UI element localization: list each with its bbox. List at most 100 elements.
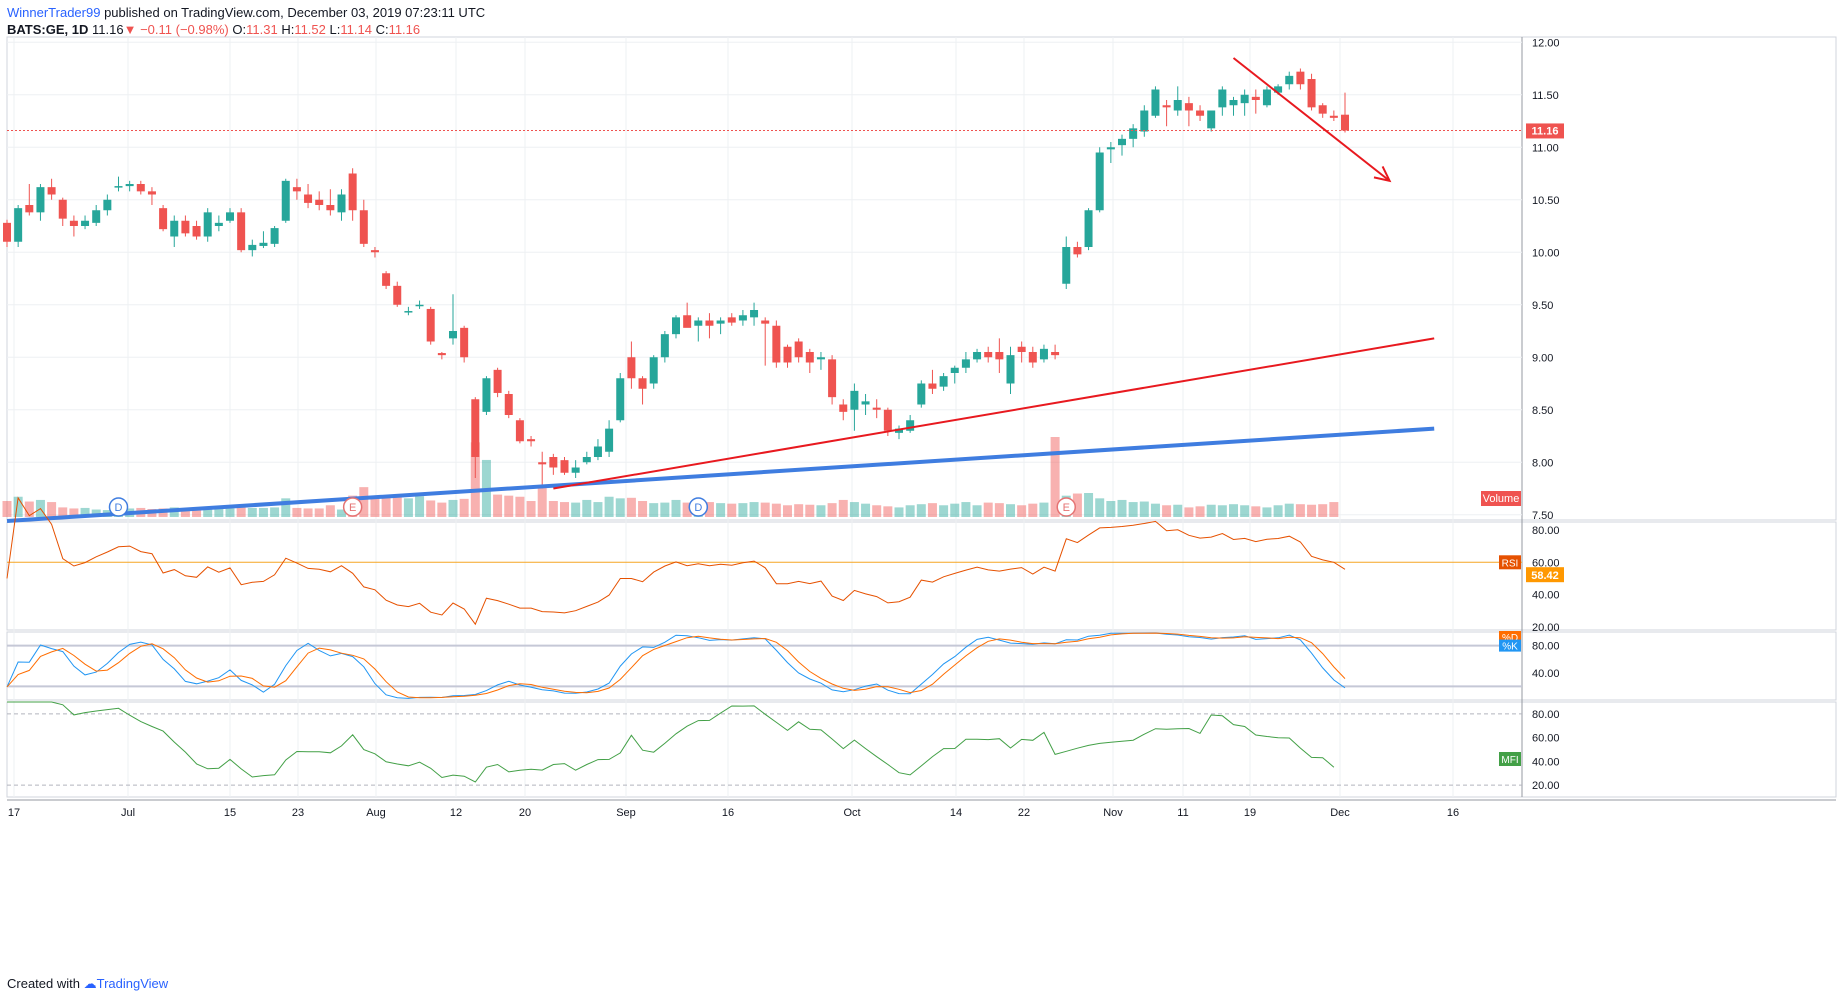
volume-bar: [894, 507, 904, 517]
volume-bar: [1173, 504, 1183, 517]
candle-body: [103, 199, 112, 211]
rsi-line: [6, 496, 1346, 626]
volume-bar: [783, 505, 792, 517]
last-price-tag: [1526, 123, 1564, 139]
volume-bar: [716, 503, 726, 517]
mfi-tag: [1499, 752, 1521, 766]
author-link[interactable]: WinnerTrader99: [7, 5, 101, 20]
pane-frame: [6, 631, 1837, 701]
published-text: published on TradingView.com, December 0…: [100, 5, 486, 20]
candle-body: [1341, 114, 1349, 131]
stoch-k-tag: [1499, 639, 1521, 652]
date-tick-label: 12: [450, 807, 462, 819]
candle-body: [3, 222, 11, 242]
volume-bar: [69, 508, 79, 517]
candle-body: [1095, 152, 1104, 211]
volume-bar: [805, 504, 815, 517]
volume-bar: [1050, 437, 1060, 517]
event-marker-label: E: [349, 502, 356, 514]
volume-bar: [80, 507, 90, 517]
volume-bar: [838, 499, 848, 517]
candle-body: [14, 208, 23, 242]
candle-body: [125, 184, 134, 187]
volume-bar: [537, 485, 547, 517]
candle-body: [1084, 210, 1093, 247]
volume-bar: [1318, 504, 1328, 517]
volume-bar: [760, 502, 770, 517]
volume-bar: [192, 510, 202, 517]
candle-body: [214, 222, 223, 226]
volume-bar: [381, 497, 391, 517]
candle-body: [1184, 103, 1193, 111]
volume-bar: [370, 495, 380, 517]
date-tick-label: Oct: [843, 807, 860, 819]
volume-bar: [1128, 502, 1138, 517]
candle-body: [348, 173, 357, 211]
stoch-k-line: [6, 632, 1346, 699]
volume-bar: [1217, 505, 1227, 517]
volume-bar: [1084, 493, 1094, 517]
candle-body: [984, 352, 993, 358]
candle-body: [81, 220, 90, 226]
candle-body: [1073, 247, 1082, 255]
candle-body: [527, 439, 536, 442]
volume-bar: [827, 503, 837, 517]
mfi-tick-label: 40.00: [1532, 756, 1560, 768]
volume-bar: [1307, 504, 1317, 517]
volume-bar: [247, 507, 257, 517]
candle-body: [850, 390, 859, 410]
volume-bar: [1262, 507, 1272, 517]
candle-body: [794, 341, 803, 358]
volume-tag: [1481, 491, 1521, 506]
tradingview-link[interactable]: TradingView: [96, 976, 169, 991]
publisher-line: WinnerTrader99 published on TradingView.…: [7, 5, 485, 20]
volume-bar: [727, 503, 737, 517]
date-tick-label: 22: [1018, 807, 1030, 819]
candle-body: [437, 353, 446, 356]
volume-bar: [582, 499, 592, 517]
candle-body: [281, 180, 290, 221]
high-label: H:: [281, 22, 295, 37]
close-label: C:: [375, 22, 389, 37]
candle-body: [159, 208, 168, 230]
volume-bar: [571, 502, 581, 517]
volume-bar: [626, 497, 636, 517]
high-value: 11.52: [294, 22, 326, 37]
candle-body: [1129, 128, 1138, 139]
candle-body: [571, 467, 580, 473]
price-tick-label: 9.00: [1532, 352, 1553, 364]
price-tick-label: 9.50: [1532, 300, 1553, 312]
candle-body: [415, 304, 424, 307]
date-tick-label: 17: [8, 807, 20, 819]
volume-bar: [258, 507, 268, 517]
event-marker-icon: [342, 497, 363, 517]
candle-body: [315, 199, 324, 205]
volume-bar: [281, 498, 291, 517]
candle-body: [114, 186, 123, 188]
stoch-tick-label: 80.00: [1532, 641, 1560, 653]
volume-bar: [1028, 503, 1038, 517]
candle-body: [203, 212, 212, 237]
volume-bar: [470, 442, 480, 517]
candle-body: [426, 308, 435, 342]
volume-bar: [1206, 504, 1216, 517]
volume-bar: [1017, 505, 1027, 517]
volume-bar: [883, 506, 893, 517]
candle-body: [304, 194, 313, 203]
candle-body: [1151, 89, 1160, 116]
mfi-tick-label: 20.00: [1532, 780, 1560, 792]
candle-body: [58, 199, 67, 219]
volume-bar: [58, 507, 68, 517]
tradingview-logo-icon: ☁: [83, 976, 97, 991]
candle-body: [961, 359, 970, 368]
candle-body: [359, 210, 368, 244]
volume-bar: [1273, 505, 1283, 517]
volume-bar: [548, 501, 558, 517]
volume-bar: [916, 504, 926, 517]
close-value: 11.16: [388, 22, 421, 37]
candle-body: [259, 242, 268, 246]
date-tick-label: Aug: [366, 807, 386, 819]
volume-bar: [794, 504, 804, 517]
candle-body: [928, 383, 937, 389]
